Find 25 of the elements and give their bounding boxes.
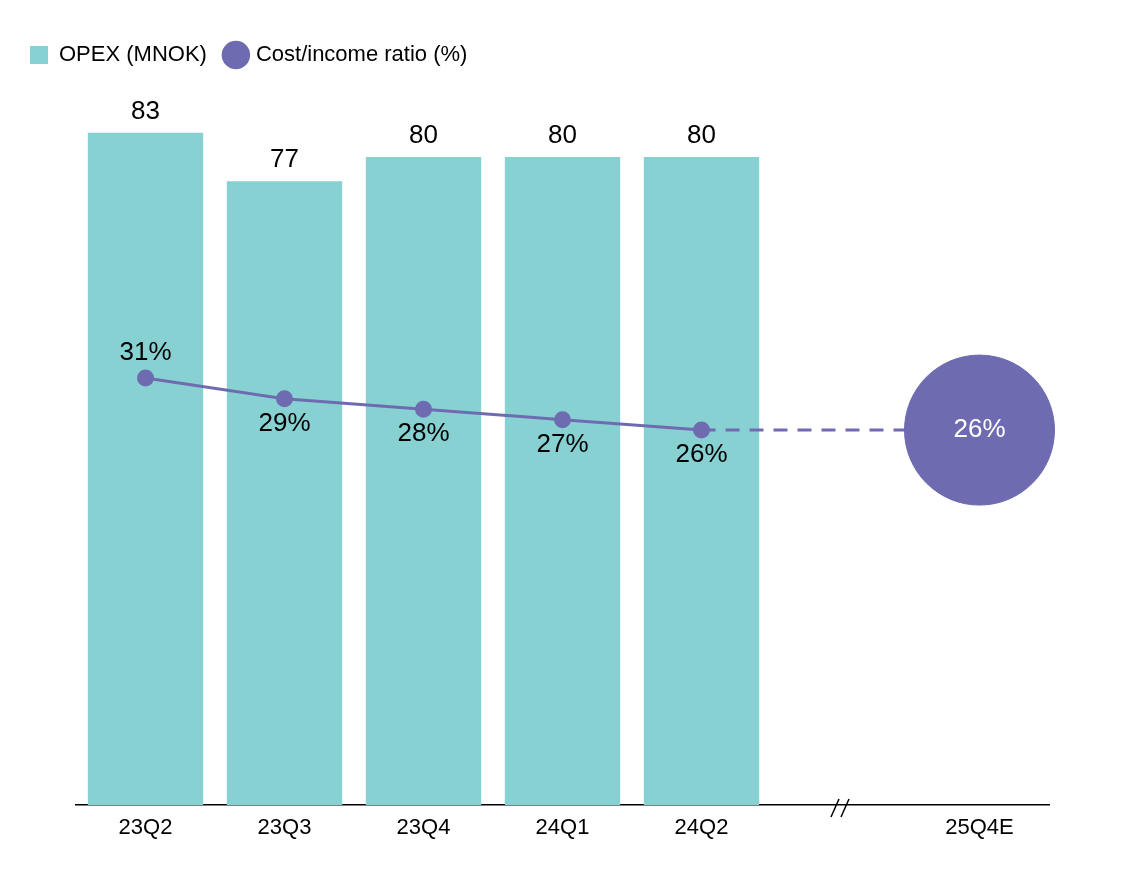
data-label: 83: [131, 94, 160, 125]
x-tick-label: 23Q2: [118, 814, 173, 840]
data-label: 80: [409, 119, 438, 150]
x-tick-label: 25Q4E: [945, 814, 1014, 840]
data-label: 26%: [675, 438, 728, 469]
x-tick-label: 23Q3: [257, 814, 312, 840]
data-label: 28%: [397, 417, 450, 448]
x-tick-label: 24Q2: [674, 814, 729, 840]
data-label: 27%: [536, 427, 589, 458]
data-label: 77: [270, 143, 299, 174]
legend-label: Cost/income ratio (%): [255, 41, 468, 67]
data-label: 26%: [953, 413, 1006, 444]
point: [554, 411, 571, 429]
data-label: 31%: [119, 336, 172, 367]
point: [904, 354, 1055, 506]
point: [415, 400, 432, 418]
data-label: 80: [548, 119, 577, 150]
data-label: 80: [687, 119, 716, 150]
data-label: 29%: [258, 407, 311, 438]
point: [693, 421, 710, 439]
x-tick-label: 24Q1: [535, 814, 590, 840]
legend-label: OPEX (MNOK): [59, 41, 207, 67]
point: [276, 390, 293, 408]
x-tick-label: 23Q4: [396, 814, 451, 840]
point: [137, 369, 154, 387]
